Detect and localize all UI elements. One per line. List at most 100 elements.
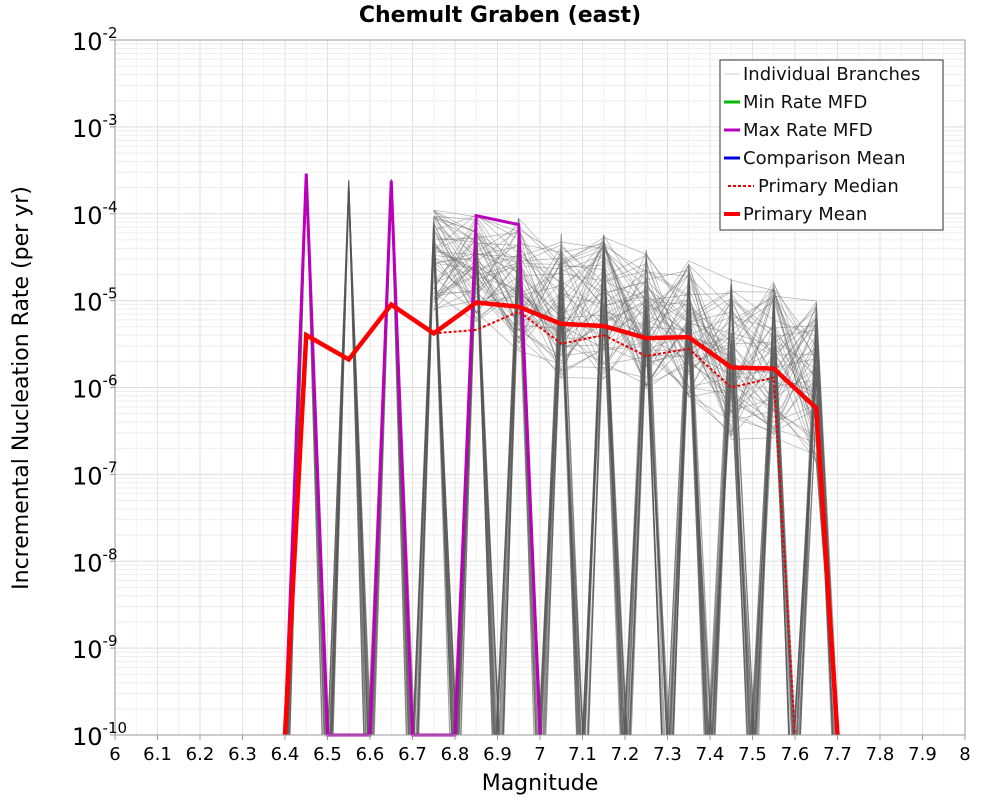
branch-line [433, 231, 838, 736]
branch-line [433, 255, 838, 736]
branch-line [433, 254, 838, 736]
branch-line [433, 257, 838, 736]
branch-line [433, 238, 838, 736]
branch-line [433, 224, 838, 736]
branch-line [433, 228, 838, 736]
branch-line [433, 214, 838, 736]
branch-line [433, 211, 838, 736]
x-tick-label: 6.1 [143, 744, 172, 765]
branch-line [433, 246, 838, 736]
branch-line [433, 209, 838, 736]
x-tick-label: 8 [959, 744, 970, 765]
branch-line [412, 221, 453, 736]
chart-title: Chemult Graben (east) [359, 3, 641, 28]
series-primary-mean [282, 300, 840, 736]
legend-item-label: Primary Median [758, 176, 899, 197]
y-tick-label: 10-6 [72, 372, 118, 404]
y-tick-label: 10-4 [72, 198, 118, 230]
x-tick-label: 6.6 [356, 744, 385, 765]
x-tick-label: 6.2 [186, 744, 215, 765]
y-tick-label: 10-7 [72, 458, 118, 490]
branch-line [433, 229, 838, 736]
branch-line [581, 314, 623, 736]
x-tick-label: 7.5 [738, 744, 767, 765]
branch-line [584, 264, 627, 736]
branch-line [433, 245, 838, 736]
branch-line [433, 239, 838, 736]
x-axis-ticks: 6 6.1 6.2 6.3 6.4 6.5 6.6 6.7 6.8 6.9 7 7.1 7.2 7.3 7.… [109, 735, 971, 765]
branch-line [433, 215, 838, 736]
branch-line [417, 252, 456, 736]
x-tick-label: 6.7 [398, 744, 427, 765]
branch-line [433, 225, 838, 736]
y-tick-label: 10-9 [72, 632, 118, 664]
branch-line [433, 256, 838, 736]
y-tick-label: 10-10 [72, 719, 127, 751]
x-tick-label: 7.6 [781, 744, 810, 765]
legend: Individual Branches Min Rate MFD Max Rate … [719, 59, 944, 231]
branch-line [433, 210, 838, 736]
x-tick-label: 6.5 [313, 744, 342, 765]
y-tick-label: 10-2 [72, 24, 118, 56]
series-max-rate-mfd [283, 173, 542, 737]
branch-line [433, 230, 838, 736]
branch-line [709, 386, 750, 736]
branch-line [667, 304, 709, 736]
branch-line [433, 264, 838, 736]
y-axis-label: Incremental Nucleation Rate (per yr) [9, 186, 34, 590]
branch-line [433, 229, 838, 736]
branch-line [433, 257, 838, 736]
branch-line [433, 264, 838, 736]
x-tick-label: 7.4 [696, 744, 725, 765]
x-tick-label: 7.7 [823, 744, 852, 765]
branch-line [433, 251, 838, 736]
branch-line [433, 252, 838, 736]
branch-line [433, 209, 838, 736]
branch-line [502, 283, 537, 736]
branch-line [433, 248, 838, 736]
branch-line [433, 217, 838, 736]
branch-line [433, 217, 838, 736]
branch-line [433, 263, 838, 736]
branch-line [433, 249, 838, 736]
legend-item-label: Primary Mean [743, 204, 867, 225]
branch-line [433, 225, 838, 736]
x-tick-label: 7 [534, 744, 545, 765]
branch-line [713, 285, 755, 736]
branch-line [433, 231, 838, 736]
branch-line [433, 210, 838, 736]
x-tick-label: 7.8 [866, 744, 895, 765]
branch-line [713, 344, 751, 736]
x-axis-label: Magnitude [482, 771, 599, 796]
legend-item-label: Min Rate MFD [743, 92, 867, 113]
branch-line [433, 244, 838, 736]
branch-line [622, 298, 663, 736]
branch-line [542, 254, 578, 736]
branch-line [433, 241, 838, 736]
y-axis-ticks: 10-2 10-3 10-4 10-5 10-6 10-7 10-8 10-9 10-10 [72, 24, 127, 751]
legend-item-label: Comparison Mean [743, 148, 906, 169]
branch-line [433, 254, 838, 736]
x-tick-label: 7.3 [653, 744, 682, 765]
branch-line [433, 218, 838, 736]
branch-line [433, 217, 838, 736]
x-tick-label: 7.9 [908, 744, 937, 765]
branch-line [433, 287, 838, 736]
branch-line [625, 277, 666, 736]
branch-line [539, 233, 584, 736]
branch-line [433, 232, 838, 736]
y-tick-label: 10-8 [72, 545, 118, 577]
legend-item-label: Max Rate MFD [743, 120, 873, 141]
series-lines [282, 173, 840, 737]
x-tick-label: 6 [109, 744, 120, 765]
branch-line [433, 243, 838, 736]
branch-line [668, 343, 712, 736]
legend-item-label: Individual Branches [743, 64, 920, 85]
branch-line [755, 384, 793, 736]
branch-line [433, 215, 838, 736]
branch-line [433, 260, 838, 736]
branch-line [331, 179, 369, 736]
branch-line [433, 217, 838, 736]
x-tick-label: 6.9 [483, 744, 512, 765]
